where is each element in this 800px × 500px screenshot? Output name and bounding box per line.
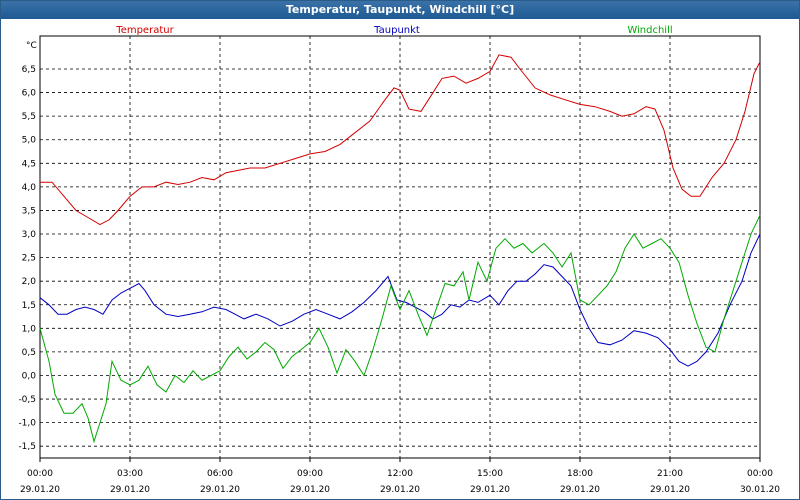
x-tick-date: 29.01.20 — [650, 485, 690, 495]
x-tick-date: 29.01.20 — [20, 485, 60, 495]
y-tick-label: -1,5 — [18, 442, 36, 452]
legend-temperatur: Temperatur — [115, 25, 174, 36]
x-tick-time: 03:00 — [117, 469, 143, 479]
x-tick-time: 12:00 — [387, 469, 413, 479]
y-tick-label: 5,5 — [22, 112, 36, 122]
y-tick-label: 1,0 — [22, 324, 37, 334]
series-line-taupunkt — [39, 233, 761, 367]
x-tick-date: 29.01.20 — [290, 485, 330, 495]
x-tick-date: 29.01.20 — [560, 485, 600, 495]
y-tick-label: 0,5 — [22, 348, 36, 358]
x-tick-time: 21:00 — [657, 469, 683, 479]
series-line-temperatur — [40, 54, 761, 226]
y-tick-label: 6,5 — [22, 65, 36, 75]
y-tick-label: 4,0 — [22, 183, 37, 193]
x-tick-date: 29.01.20 — [200, 485, 240, 495]
x-tick-date: 29.01.20 — [470, 485, 510, 495]
y-tick-label: 3,5 — [22, 206, 36, 216]
x-tick-labels: 00:00 29.01.20 03:00 29.01.20 06:00 29.01.20 0… — [20, 469, 780, 495]
y-tick-label: 5,0 — [22, 136, 37, 146]
x-tick-date: 30.01.20 — [740, 485, 780, 495]
y-tick-labels: -1,5 -1,0 -0,5 0,0 0,5 1,0 1,5 2,0 2,5 3,0 3,5 4,0 4… — [18, 65, 36, 452]
x-tick-time: 00:00 — [27, 469, 53, 479]
series-line-windchill — [39, 214, 761, 444]
legend-windchill: Windchill — [627, 25, 672, 36]
x-tick-date: 29.01.20 — [380, 485, 420, 495]
series-lines — [39, 54, 761, 444]
y-tick-label: 4,5 — [22, 159, 36, 169]
y-tick-label: 6,0 — [22, 89, 37, 99]
y-tick-label: 1,5 — [22, 301, 36, 311]
y-tick-label: 2,0 — [22, 277, 37, 287]
x-tick-date: 29.01.20 — [110, 485, 150, 495]
x-tick-time: 15:00 — [477, 469, 503, 479]
x-tick-time: 06:00 — [207, 469, 233, 479]
y-tick-label: -0,5 — [18, 395, 36, 405]
y-tick-label: -1,0 — [18, 419, 36, 429]
x-tick-time: 18:00 — [567, 469, 593, 479]
y-tick-label: 2,5 — [22, 254, 36, 264]
legend-taupunkt: Taupunkt — [373, 25, 420, 36]
legend: Temperatur Taupunkt Windchill — [115, 25, 672, 36]
grid — [39, 36, 761, 458]
x-tick-time: 00:00 — [747, 469, 773, 479]
y-axis-label: °C — [26, 41, 37, 51]
window-title: Temperatur, Taupunkt, Windchill [°C] — [1, 1, 799, 19]
y-tick-label: 3,0 — [22, 230, 37, 240]
x-tick-time: 09:00 — [297, 469, 323, 479]
y-tick-label: 0,0 — [22, 371, 37, 381]
axes — [39, 35, 761, 462]
plot-frame — [39, 35, 761, 459]
